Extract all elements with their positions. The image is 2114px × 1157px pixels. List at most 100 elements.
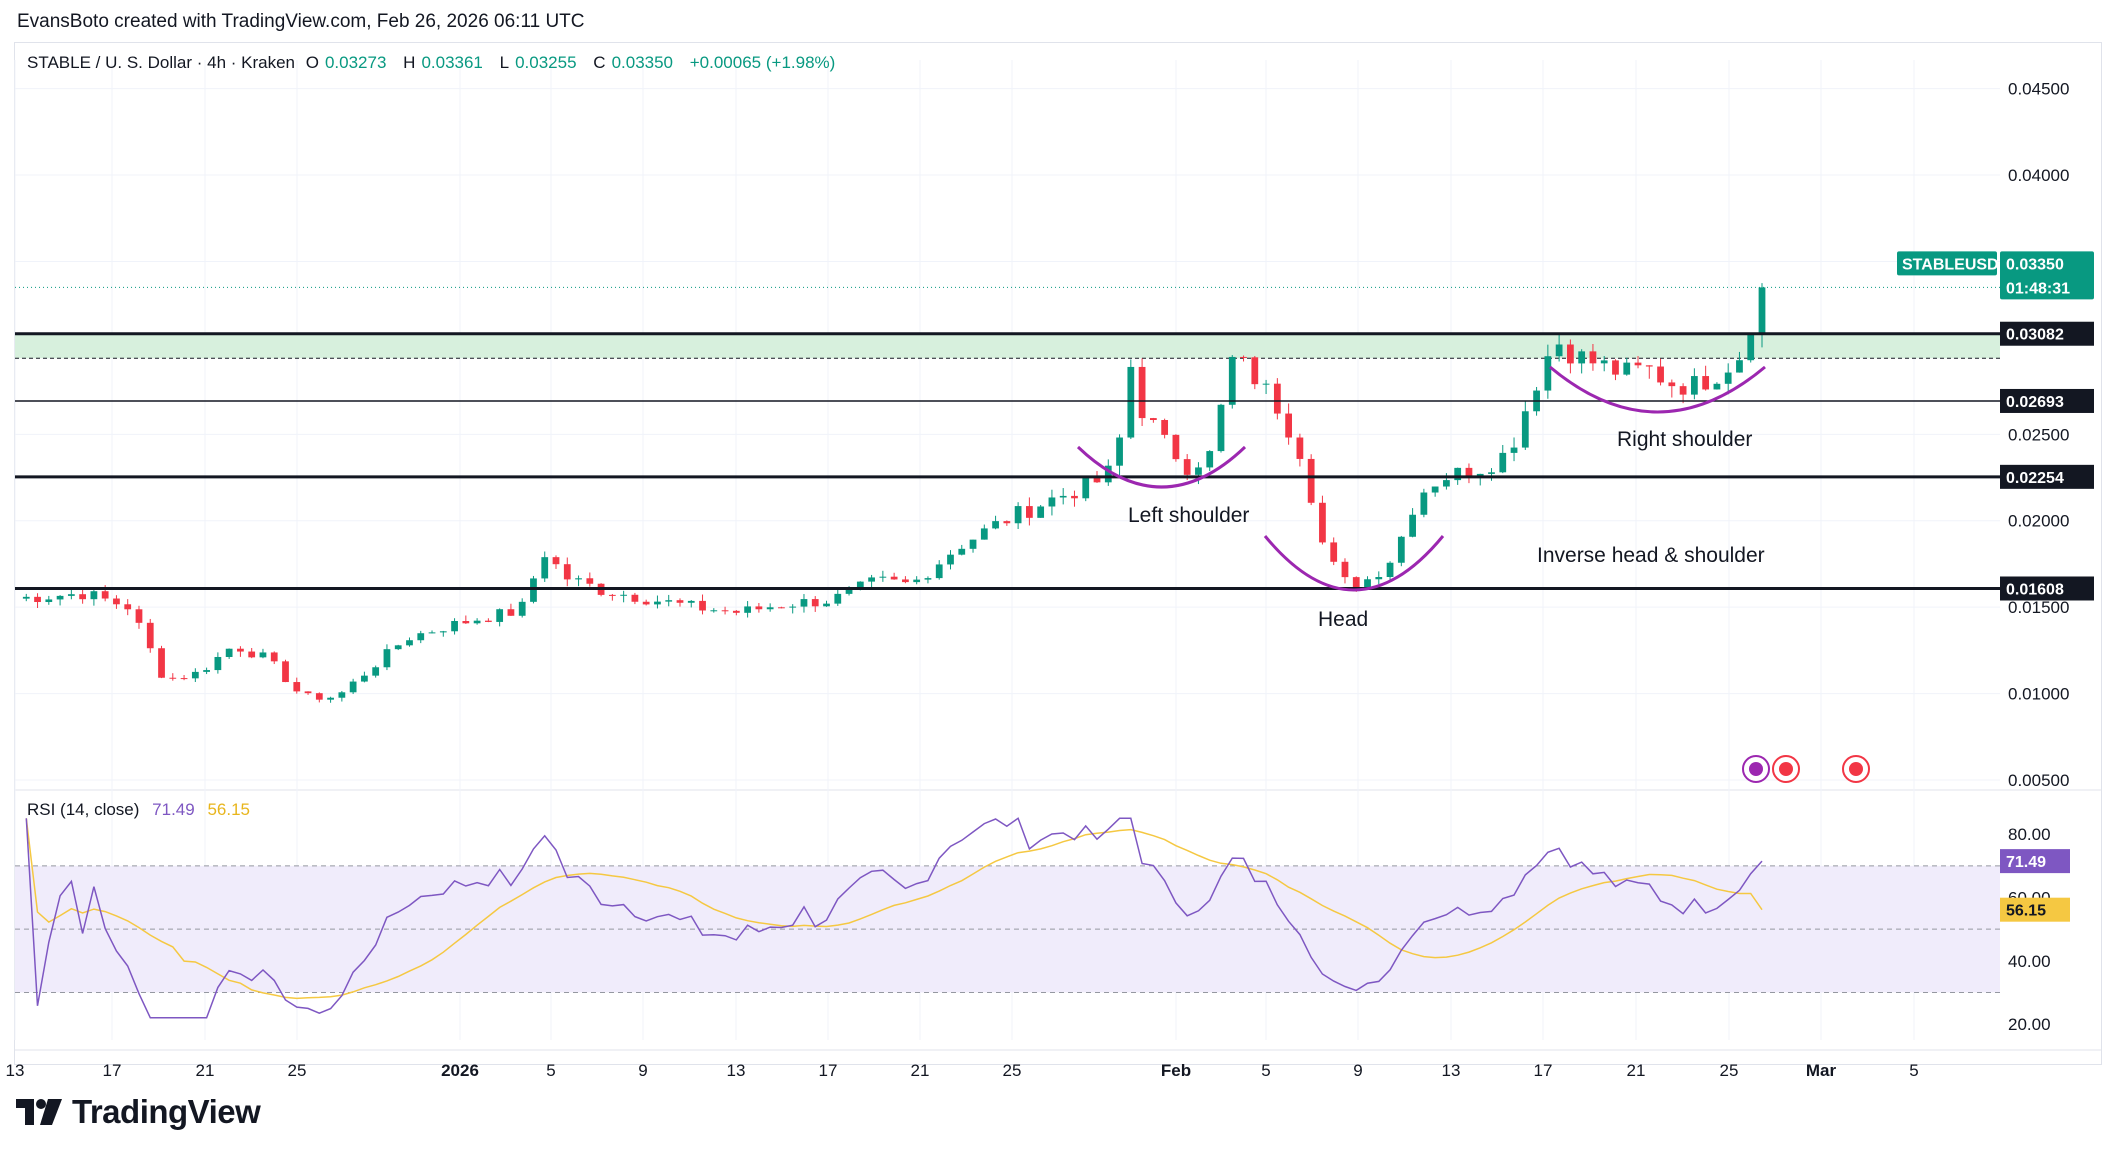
- time-tick-label: 21: [196, 1061, 215, 1080]
- level-price-tag-text: 0.03082: [2006, 327, 2064, 344]
- close-value: 0.03350: [611, 53, 674, 72]
- candle-body: [101, 591, 109, 599]
- candle-body: [383, 649, 391, 668]
- candle-body: [135, 609, 143, 623]
- candle-body: [462, 621, 470, 624]
- candle-body: [428, 632, 436, 634]
- candle-body: [1679, 386, 1687, 395]
- candle-body: [270, 652, 278, 662]
- candle-body: [1183, 459, 1191, 475]
- tradingview-logo[interactable]: TradingView: [16, 1093, 261, 1131]
- time-tick-label: 25: [1003, 1061, 1022, 1080]
- candle-body: [1420, 492, 1428, 515]
- ticker-tag-text: STABLEUSD: [1902, 256, 1999, 273]
- candle-body: [1014, 506, 1022, 524]
- candle-body: [721, 610, 729, 612]
- candle-body: [563, 564, 571, 580]
- candle-body: [1510, 447, 1518, 453]
- candle-body: [361, 675, 368, 682]
- pattern-annotations: Left shoulder Head Right shoulder Inverse h…: [1128, 428, 1765, 631]
- price-tick-label: 0.02000: [2008, 512, 2069, 531]
- candle-body: [811, 599, 819, 607]
- candle-body: [778, 607, 785, 609]
- price-axis: 0.045000.040000.035000.025000.020000.015…: [2008, 80, 2069, 1035]
- candle-body: [22, 596, 30, 599]
- open-label: O: [305, 53, 319, 72]
- level-price-tag-text: 0.02254: [2006, 470, 2064, 487]
- candle-body: [304, 691, 312, 694]
- candle-body: [1082, 477, 1090, 499]
- candle-body: [1104, 465, 1112, 483]
- time-tick-label: 25: [288, 1061, 307, 1080]
- candle-body: [518, 601, 526, 616]
- tradingview-logo-text: TradingView: [72, 1093, 261, 1130]
- candle-body: [856, 581, 864, 588]
- candle-body: [1127, 366, 1135, 438]
- candle-body: [902, 579, 909, 583]
- rsi-line: [25, 817, 1763, 1019]
- candle-body: [1071, 495, 1078, 499]
- candle-body: [237, 648, 244, 652]
- pattern-annotation: Right shoulder: [1617, 428, 1752, 451]
- us-flag-icon-dot: [1849, 762, 1863, 776]
- candle-body: [1589, 351, 1597, 364]
- candle-body: [969, 539, 977, 549]
- candle-body: [1567, 344, 1574, 364]
- us-flag-icon-dot: [1779, 762, 1793, 776]
- rsi-tick-label: 20.00: [2008, 1015, 2051, 1034]
- last-price-tag-text: 0.03350: [2006, 256, 2064, 273]
- candle-body: [1747, 334, 1755, 361]
- candle-body: [259, 652, 267, 658]
- candle-body: [586, 578, 594, 584]
- time-tick-label: 13: [6, 1061, 25, 1080]
- candle-body: [158, 648, 165, 678]
- rsi-legend-value: 71.49: [152, 800, 195, 819]
- candle-body: [1623, 362, 1631, 375]
- rsi-tick-label: 40.00: [2008, 952, 2051, 971]
- candle-body: [552, 557, 560, 565]
- rsi-legend[interactable]: RSI (14, close) 71.49 56.15: [27, 800, 250, 820]
- candle-body: [214, 656, 222, 671]
- candle-body: [203, 670, 210, 672]
- candle-body: [180, 678, 188, 680]
- candle-body: [789, 606, 797, 608]
- candle-body: [1307, 458, 1315, 503]
- candle-body: [980, 528, 988, 540]
- candle-body: [1093, 477, 1101, 483]
- candle-body: [1195, 467, 1202, 475]
- candle-body: [507, 609, 515, 616]
- last-price-tag: [2000, 251, 2094, 300]
- candle-body: [642, 601, 650, 605]
- candle-body: [665, 600, 673, 602]
- support-zone-rect: [15, 333, 2000, 359]
- candle-body: [687, 600, 695, 603]
- time-tick-label: 5: [1909, 1061, 1918, 1080]
- candle-body: [958, 548, 966, 555]
- candle-body: [79, 594, 87, 600]
- candle-body: [1713, 383, 1721, 390]
- candle-body: [1059, 495, 1067, 498]
- candle-body: [34, 596, 41, 603]
- time-tick-label: 17: [819, 1061, 838, 1080]
- candle-body: [406, 640, 413, 646]
- price-tags: 0.03082 0.02693 0.02254 0.01608 STABLEUSD 0.0…: [1897, 251, 2094, 922]
- candle-body: [327, 697, 334, 700]
- candle-body: [1612, 360, 1619, 375]
- time-tick-label: 25: [1720, 1061, 1739, 1080]
- symbol-legend[interactable]: STABLE / U. S. Dollar · 4h · Kraken O 0.0…: [27, 53, 841, 73]
- candle-body: [1657, 366, 1664, 383]
- candle-body: [1386, 562, 1394, 578]
- candle-body: [1240, 356, 1247, 358]
- candle-body: [1702, 376, 1710, 390]
- time-tick-label: 13: [1442, 1061, 1461, 1080]
- left-shoulder-arc: [1076, 445, 1247, 489]
- candle-body: [631, 594, 639, 602]
- price-tick-label: 0.00500: [2008, 771, 2069, 790]
- level-price-tag: [2000, 464, 2094, 489]
- horizontal-levels: [15, 286, 2000, 590]
- time-tick-label: 5: [546, 1061, 555, 1080]
- candle-body: [1578, 351, 1586, 364]
- candle-body: [315, 693, 323, 700]
- countdown-text: 01:48:31: [2006, 280, 2070, 297]
